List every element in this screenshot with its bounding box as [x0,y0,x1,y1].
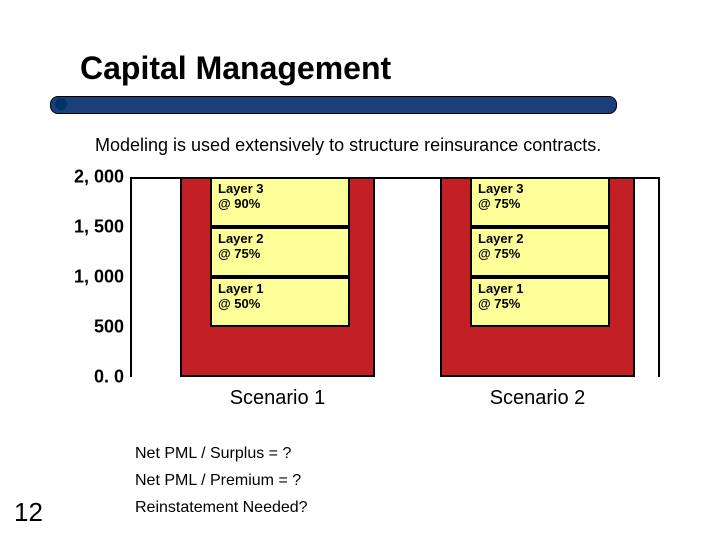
layer-name: Layer 3 [478,181,524,196]
subtitle-text: Modeling is used extensively to structur… [95,135,601,156]
layer-1: Layer 1 @ 50% [210,277,350,327]
tower-scenario-2: Layer 3 @ 75% Layer 2 @ 75% Layer 1 @ 75… [440,177,635,377]
reinsurance-tower-chart: 2, 000 1, 500 1, 000 500 0. 0 Layer 3 @ … [60,170,660,410]
y-axis-labels: 2, 000 1, 500 1, 000 500 0. 0 [60,170,130,410]
layer-name: Layer 2 [218,231,264,246]
questions-block: Net PML / Surplus = ? Net PML / Premium … [135,440,308,522]
layer-3: Layer 3 @ 75% [470,177,610,227]
y-tick-1500: 1, 500 [74,217,124,238]
layer-pct: @ 75% [478,196,520,211]
layer-2: Layer 2 @ 75% [470,227,610,277]
y-tick-1000: 1, 000 [74,267,124,288]
layer-pct: @ 50% [218,296,260,311]
layer-name: Layer 1 [218,281,264,296]
title-bullet-icon [55,98,67,110]
slide-number: 12 [14,497,43,528]
y-tick-500: 500 [94,317,124,338]
layer-name: Layer 1 [478,281,524,296]
scenario-1-label: Scenario 1 [180,387,375,410]
layer-pct: @ 75% [478,296,520,311]
layer-pct: @ 75% [478,246,520,261]
layer-name: Layer 3 [218,181,264,196]
layer-3: Layer 3 @ 90% [210,177,350,227]
y-tick-0: 0. 0 [94,367,124,388]
title-underline-bar [50,96,617,114]
layer-pct: @ 90% [218,196,260,211]
layer-1: Layer 1 @ 75% [470,277,610,327]
plot-border [130,177,132,377]
question-1: Net PML / Surplus = ? [135,440,308,467]
scenario-2-label: Scenario 2 [440,387,635,410]
y-tick-2000: 2, 000 [74,167,124,188]
question-3: Reinstatement Needed? [135,494,308,521]
plot-border [658,177,660,377]
plot-area: Layer 3 @ 90% Layer 2 @ 75% Layer 1 @ 50… [130,177,660,403]
layer-pct: @ 75% [218,246,260,261]
tower-scenario-1: Layer 3 @ 90% Layer 2 @ 75% Layer 1 @ 50… [180,177,375,377]
question-2: Net PML / Premium = ? [135,467,308,494]
slide: Capital Management Modeling is used exte… [0,0,720,540]
layer-name: Layer 2 [478,231,524,246]
layer-2: Layer 2 @ 75% [210,227,350,277]
page-title: Capital Management [80,50,391,87]
